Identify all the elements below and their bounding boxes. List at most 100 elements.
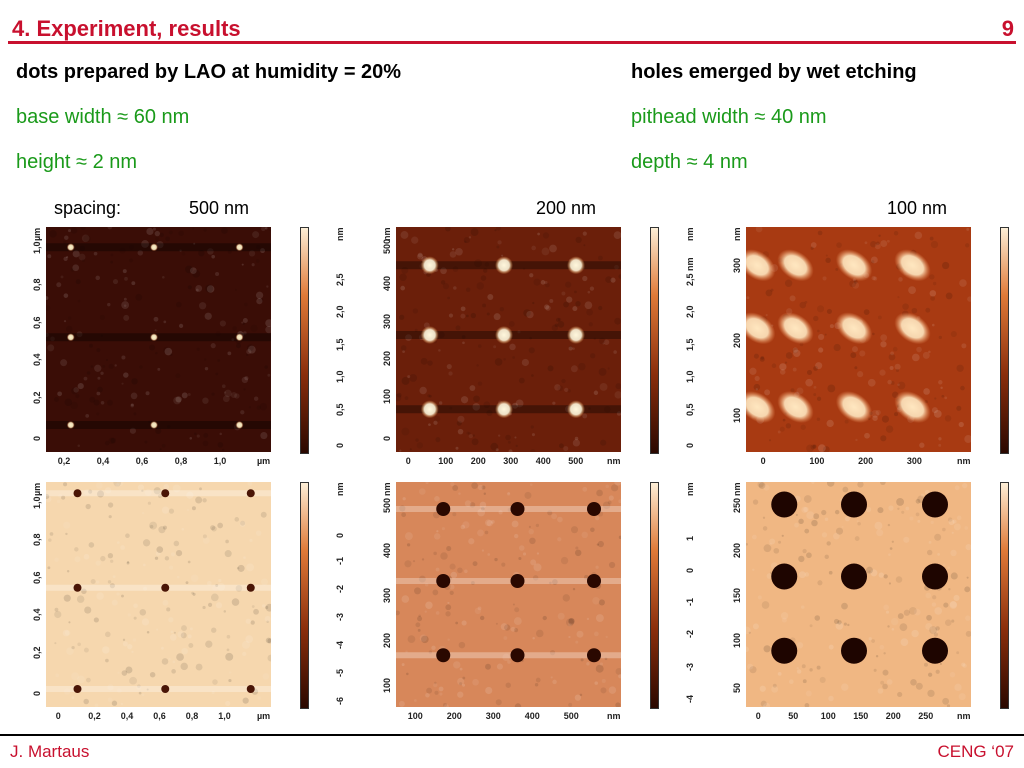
afm-texture bbox=[762, 516, 766, 519]
afm-texture bbox=[932, 323, 935, 327]
afm-texture bbox=[161, 658, 169, 665]
afm-texture bbox=[191, 591, 195, 595]
afm-texture bbox=[779, 363, 787, 371]
colorbar-tick-label: 1 bbox=[685, 535, 695, 541]
afm-texture bbox=[141, 511, 145, 515]
afm-texture bbox=[63, 320, 67, 323]
afm-texture bbox=[228, 678, 232, 683]
afm-texture bbox=[547, 365, 554, 372]
color-scale-bar bbox=[300, 482, 309, 709]
afm-texture bbox=[575, 640, 579, 644]
afm-texture bbox=[244, 302, 248, 307]
afm-texture bbox=[481, 549, 485, 552]
x-tick-label: 0 bbox=[760, 456, 766, 466]
afm-texture bbox=[63, 521, 71, 529]
afm-texture bbox=[588, 407, 591, 410]
afm-texture bbox=[262, 604, 266, 608]
afm-texture bbox=[157, 493, 163, 499]
afm-texture bbox=[608, 495, 614, 501]
afm-texture bbox=[796, 669, 802, 674]
afm-texture bbox=[509, 343, 516, 351]
afm-texture bbox=[156, 546, 164, 553]
afm-texture bbox=[412, 308, 419, 314]
afm-texture bbox=[117, 671, 120, 674]
colorbar-tick-label: 0 bbox=[335, 532, 345, 538]
colorbar-unit: nm bbox=[335, 482, 345, 497]
lao-dot bbox=[894, 249, 931, 282]
afm-texture bbox=[889, 365, 894, 370]
afm-texture bbox=[179, 249, 182, 252]
afm-texture bbox=[170, 552, 176, 557]
afm-texture bbox=[888, 353, 896, 361]
afm-texture bbox=[110, 437, 117, 444]
afm-texture bbox=[938, 437, 942, 441]
afm-texture bbox=[80, 227, 86, 231]
colorbar-tick-label: 2,0 bbox=[685, 305, 695, 319]
afm-texture bbox=[575, 300, 581, 307]
afm-texture bbox=[531, 433, 535, 437]
afm-texture bbox=[521, 358, 530, 367]
afm-texture bbox=[813, 365, 819, 371]
afm-texture bbox=[449, 406, 453, 410]
afm-texture bbox=[152, 227, 156, 231]
etched-hole bbox=[922, 491, 948, 518]
afm-texture bbox=[145, 391, 150, 396]
afm-texture bbox=[455, 621, 459, 625]
afm-texture bbox=[562, 594, 570, 602]
afm-texture bbox=[844, 419, 849, 424]
afm-texture bbox=[554, 384, 561, 391]
afm-texture bbox=[464, 500, 472, 507]
afm-texture bbox=[784, 361, 788, 364]
afm-texture bbox=[951, 619, 955, 623]
afm-texture bbox=[870, 240, 877, 248]
y-tick-label: 100 bbox=[732, 407, 742, 423]
afm-texture bbox=[842, 486, 849, 493]
etched-hole bbox=[922, 637, 948, 664]
afm-texture bbox=[479, 615, 485, 621]
afm-texture bbox=[803, 506, 809, 513]
afm-texture bbox=[949, 671, 956, 678]
afm-texture bbox=[411, 236, 419, 244]
afm-texture bbox=[163, 346, 171, 355]
afm-texture bbox=[804, 703, 810, 707]
y-tick-label: 250 bbox=[732, 497, 742, 513]
afm-texture bbox=[590, 527, 595, 533]
etched-hole bbox=[436, 648, 451, 663]
afm-texture bbox=[188, 643, 194, 649]
afm-texture bbox=[439, 692, 443, 696]
afm-texture bbox=[121, 594, 124, 598]
afm-texture bbox=[63, 240, 67, 244]
afm-texture bbox=[154, 556, 159, 560]
afm-texture bbox=[260, 248, 266, 254]
afm-texture bbox=[874, 243, 881, 250]
etched-hole bbox=[587, 574, 601, 588]
etched-hole bbox=[771, 637, 798, 664]
afm-texture bbox=[557, 385, 564, 392]
afm-texture bbox=[896, 497, 905, 506]
afm-texture bbox=[757, 595, 762, 600]
afm-texture bbox=[404, 560, 412, 568]
afm-texture bbox=[801, 506, 808, 513]
afm-texture bbox=[461, 620, 467, 626]
afm-texture bbox=[255, 291, 264, 299]
afm-texture bbox=[833, 618, 840, 625]
afm-texture bbox=[406, 672, 409, 676]
afm-texture bbox=[186, 491, 194, 499]
afm-texture bbox=[817, 329, 820, 333]
afm-texture bbox=[438, 401, 443, 405]
afm-texture bbox=[474, 607, 482, 615]
afm-texture bbox=[83, 235, 91, 243]
afm-texture bbox=[821, 532, 828, 538]
afm-texture bbox=[811, 482, 815, 484]
lao-dot bbox=[495, 400, 513, 419]
afm-texture bbox=[529, 537, 536, 545]
afm-texture bbox=[557, 321, 565, 328]
afm-texture bbox=[879, 644, 885, 650]
afm-texture bbox=[417, 616, 423, 622]
afm-texture bbox=[746, 646, 749, 653]
afm-texture bbox=[260, 431, 268, 440]
afm-texture bbox=[464, 569, 468, 574]
afm-texture bbox=[470, 228, 479, 236]
afm-texture bbox=[818, 347, 824, 353]
afm-texture bbox=[835, 527, 844, 535]
